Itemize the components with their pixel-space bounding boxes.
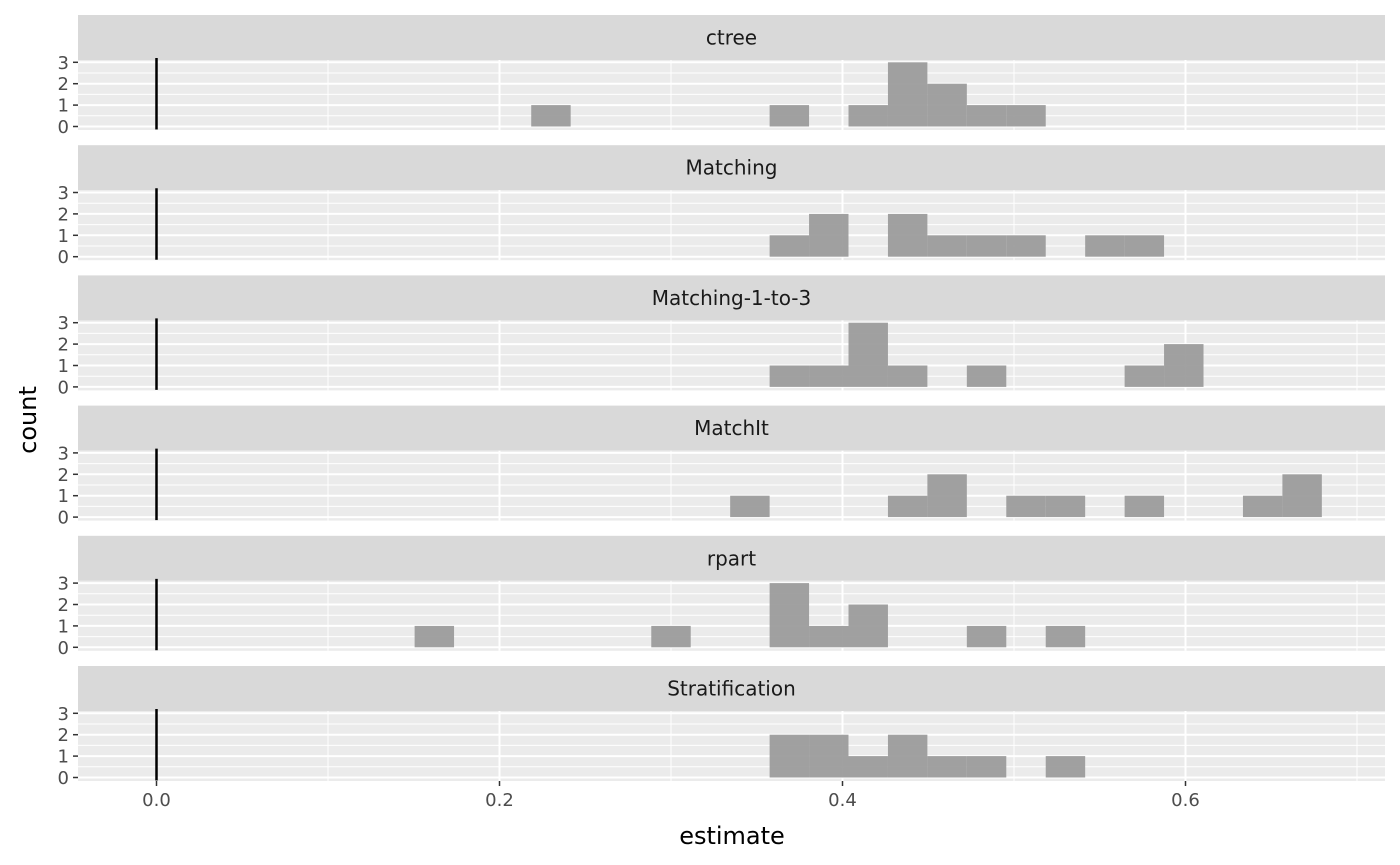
facet-strip (78, 275, 1385, 321)
x-tick-label: 0.2 (485, 790, 514, 811)
histogram-bar (651, 625, 691, 648)
histogram-bar (531, 105, 571, 127)
histogram-bar (809, 625, 849, 648)
facet-strip (78, 535, 1385, 581)
histogram-bar (1006, 105, 1046, 127)
y-tick-label: 2 (58, 595, 69, 616)
y-tick-label: 0 (58, 508, 69, 529)
histogram-bar (887, 62, 928, 127)
y-tick-label: 1 (58, 486, 69, 507)
facet-strip (78, 145, 1385, 191)
x-tick-label: 0.4 (828, 790, 857, 811)
histogram-bar (966, 625, 1007, 648)
histogram-bar (809, 213, 849, 257)
facet-panel-background (78, 711, 1385, 781)
x-axis: 0.0 0.2 0.4 0.6 (142, 781, 1200, 811)
y-tick-label: 1 (58, 616, 69, 637)
histogram-bar (1124, 365, 1165, 387)
histogram-bar (414, 625, 455, 648)
histogram-bar (1164, 344, 1204, 387)
histogram-bar (966, 365, 1007, 387)
y-tick-label: 3 (58, 313, 69, 334)
y-tick-label: 2 (58, 335, 69, 356)
histogram-bar (809, 365, 849, 387)
histogram-bar (769, 235, 810, 257)
y-tick-label: 2 (58, 204, 69, 225)
histogram-bar (966, 235, 1007, 257)
y-tick-label: 3 (58, 183, 69, 204)
histogram-bar (1124, 235, 1165, 257)
histogram-bar (1006, 495, 1046, 518)
histogram-bar (848, 604, 888, 648)
facet-strip-label: rpart (707, 546, 756, 570)
histogram-bar (809, 734, 849, 778)
x-tick-label: 0.6 (1171, 790, 1200, 811)
histogram-bar (848, 756, 888, 778)
facet-panels: ctree0123Matching0123Matching-1-to-30123… (58, 15, 1385, 789)
facet-strip-label: MatchIt (694, 416, 769, 440)
histogram-bar (887, 495, 928, 518)
histogram-bar (1282, 474, 1322, 518)
facet-strip-label: Matching-1-to-3 (652, 286, 812, 310)
facet-panel-background (78, 190, 1385, 261)
histogram-bar (848, 105, 888, 127)
histogram-bar (927, 474, 967, 518)
histogram-bar (887, 365, 928, 387)
facet-strip (78, 405, 1385, 451)
facet-strip-label: Stratification (667, 677, 796, 701)
histogram-bar (1242, 495, 1283, 518)
histogram-bar (1045, 625, 1086, 648)
histogram-bar (927, 235, 967, 257)
y-tick-label: 1 (58, 356, 69, 377)
histogram-bar (927, 756, 967, 778)
histogram-bar (769, 734, 810, 778)
x-tick-label: 0.0 (142, 790, 171, 811)
y-tick-label: 2 (58, 465, 69, 486)
y-tick-label: 0 (58, 117, 69, 138)
histogram-bar (887, 734, 928, 778)
y-tick-label: 3 (58, 704, 69, 725)
y-tick-label: 0 (58, 638, 69, 659)
y-tick-label: 3 (58, 443, 69, 464)
x-axis-title: estimate (679, 822, 785, 850)
histogram-bar (1085, 235, 1125, 257)
y-tick-label: 0 (58, 247, 69, 268)
y-tick-label: 2 (58, 74, 69, 95)
y-tick-label: 3 (58, 574, 69, 595)
y-tick-label: 1 (58, 747, 69, 768)
y-tick-label: 0 (58, 377, 69, 398)
histogram-bar (887, 213, 928, 257)
facet-panel-background (78, 580, 1385, 651)
histogram-bar (1006, 235, 1046, 257)
facet-strip (78, 666, 1385, 711)
facet-strip-label: Matching (686, 156, 778, 180)
histogram-bar (966, 756, 1007, 778)
y-tick-label: 0 (58, 768, 69, 789)
histogram-bar (927, 83, 967, 127)
histogram-bar (848, 322, 888, 387)
y-axis-title: count (14, 386, 42, 454)
histogram-bar (1124, 495, 1165, 518)
y-tick-label: 2 (58, 725, 69, 746)
y-tick-label: 1 (58, 226, 69, 247)
y-tick-label: 1 (58, 96, 69, 117)
histogram-bar (769, 365, 810, 387)
histogram-bar (769, 105, 810, 127)
histogram-bar (730, 495, 770, 518)
facet-strip-label: ctree (706, 26, 757, 50)
histogram-bar (769, 583, 810, 648)
histogram-bar (1045, 756, 1086, 778)
histogram-bar (1045, 495, 1086, 518)
histogram-bar (966, 105, 1007, 127)
facet-panel-background (78, 60, 1385, 130)
y-tick-label: 3 (58, 53, 69, 74)
facet-strip (78, 15, 1385, 60)
